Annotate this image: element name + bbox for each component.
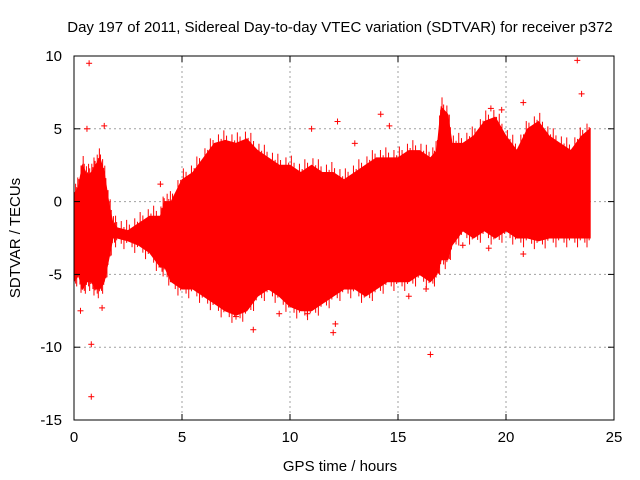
data-point [99,304,106,311]
x-axis-label: GPS time / hours [283,458,397,475]
y-tick-label: -15 [40,412,62,429]
plot-frame [73,55,615,421]
data-point [386,122,393,129]
data-point [487,105,494,112]
chart-title: Day 197 of 2011, Sidereal Day-to-day VTE… [67,19,613,36]
data-point [88,393,95,400]
data-point [520,99,527,106]
data-point [377,111,384,118]
data-point [332,320,339,327]
data-point [485,245,492,252]
data-point [157,181,164,188]
outlier-points [77,57,585,400]
x-tick-label: 15 [390,429,407,446]
data-point [88,341,95,348]
data-point [578,90,585,97]
data-point [276,310,283,317]
data-point [459,242,466,249]
data-point [334,118,341,125]
data-point [423,285,430,292]
data-point [427,351,434,358]
axis-ticks: 0 5 10 15 20 25 -15 -10 -5 0 5 10 [40,48,622,446]
y-axis-label: SDTVAR / TECUs [7,178,24,298]
data-point [250,326,257,333]
data-point [233,313,239,320]
y-tick-label: -10 [40,339,62,356]
data-point [83,125,90,132]
y-tick-label: 5 [54,121,62,138]
data-point [405,293,412,300]
x-tick-label: 10 [282,429,299,446]
data-series [73,97,591,323]
x-tick-label: 0 [70,429,78,446]
x-tick-label: 5 [178,429,186,446]
data-point [520,251,527,258]
data-point [86,60,93,67]
y-tick-label: 0 [54,194,62,211]
x-tick-label: 20 [498,429,515,446]
x-tick-label: 25 [606,429,623,446]
y-tick-label: 10 [45,48,62,65]
data-point [308,125,315,132]
data-point [77,307,84,314]
data-point [351,140,358,147]
data-point [574,57,581,64]
data-point [101,122,108,129]
y-tick-label: -5 [49,266,62,283]
data-point [304,310,311,317]
data-point [498,106,505,113]
data-point [330,329,337,336]
